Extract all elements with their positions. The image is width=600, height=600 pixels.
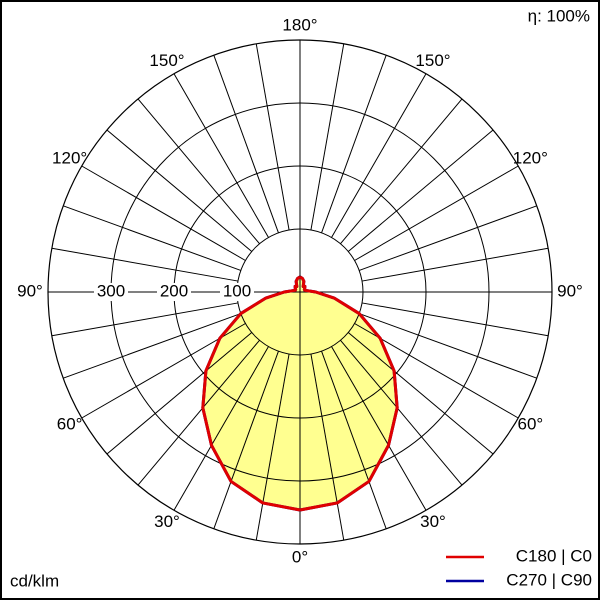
radial-line [106,129,253,252]
r-tick-label: 300 [97,281,125,300]
radial-line [173,346,269,511]
radial-line [359,313,537,379]
angle-label: 30° [154,512,180,531]
radial-line [63,205,241,271]
legend-label: C270 | C90 [506,570,592,589]
radial-line [51,247,239,282]
radial-line [359,205,537,271]
label-bg [94,283,128,301]
radial-line [331,346,427,511]
light-area [202,276,300,510]
intensity-curve [201,275,301,512]
radial-line [81,165,246,261]
angle-label: 60° [518,414,544,433]
radial-line [255,353,290,541]
angle-label: 0° [292,547,308,566]
radial-line [51,302,239,337]
radial-line [321,55,387,233]
angle-label: 180° [282,15,317,34]
intensity-curve [299,275,399,512]
angle-label: 150° [415,51,450,70]
r-tick-label: 100 [223,281,251,300]
radial-line [255,43,290,231]
radial-line [347,129,494,252]
radial-line [340,98,463,245]
radial-line [347,332,494,455]
radial-line [354,165,519,261]
efficiency-label: η: 100% [528,6,590,25]
angle-label: 90° [17,281,43,300]
radial-line [340,339,463,486]
radial-line [310,43,345,231]
unit-label: cd/klm [10,571,59,590]
angle-label: 60° [57,414,83,433]
radial-line [137,98,260,245]
angle-label: 90° [557,281,583,300]
radial-line [310,353,345,541]
radial-line [213,55,279,233]
angle-label: 120° [513,148,548,167]
angle-label: 150° [149,51,184,70]
radial-line [137,339,260,486]
angle-label: 30° [420,512,446,531]
angle-label: 120° [52,148,87,167]
radial-line [213,351,279,529]
radial-line [63,313,241,379]
radial-line [331,73,427,238]
radial-line [361,302,549,337]
r-tick-label: 200 [160,281,188,300]
label-bg [220,283,254,301]
radial-line [321,351,387,529]
legend-label: C180 | C0 [516,546,592,565]
radial-line [106,332,253,455]
radial-line [173,73,269,238]
light-area [300,276,398,510]
radial-line [361,247,549,282]
label-bg [157,283,191,301]
